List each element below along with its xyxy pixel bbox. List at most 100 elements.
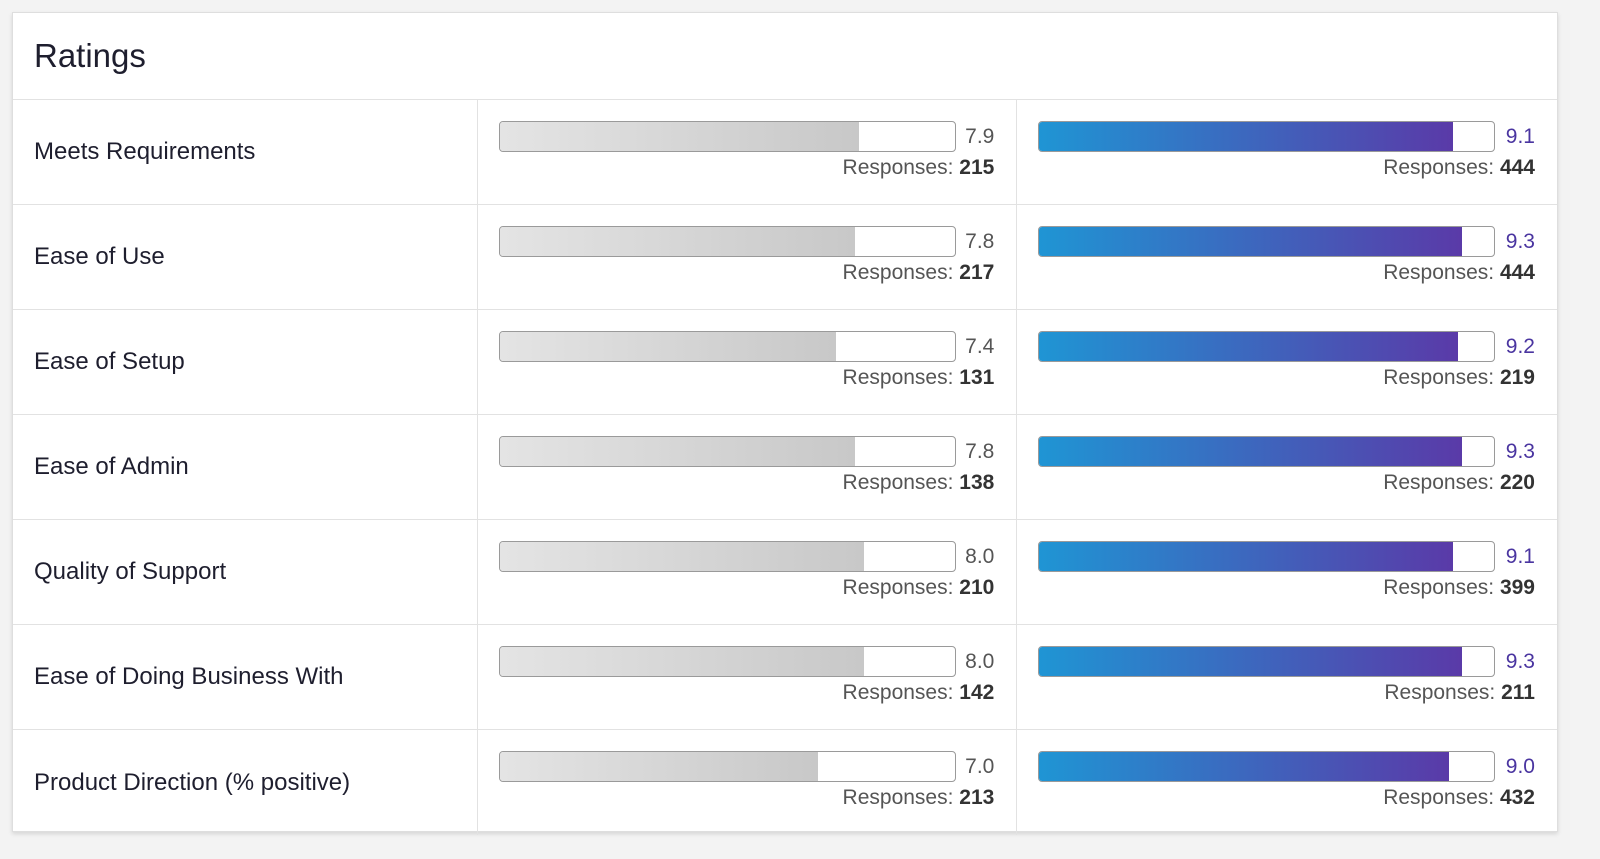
responses-count: Responses: 138 bbox=[843, 469, 995, 497]
ratings-table: Meets Requirements 7.9 Responses: 215 9.1 Re… bbox=[13, 100, 1557, 835]
rating-label: Product Direction (% positive) bbox=[13, 730, 478, 835]
responses-count: Responses: 211 bbox=[1384, 679, 1535, 707]
rating-row-product-direction-positive: Product Direction (% positive) 7.0 Respons… bbox=[13, 730, 1557, 835]
rating-bar-fill bbox=[499, 122, 860, 151]
rating-bar-grey bbox=[498, 751, 956, 782]
responses-number: 217 bbox=[959, 261, 995, 284]
rating-bar-grey bbox=[498, 646, 956, 677]
score-cell-product: 9.3 Responses: 211 bbox=[1017, 625, 1557, 729]
responses-label: Responses: bbox=[842, 681, 954, 704]
responses-count: Responses: 210 bbox=[843, 574, 995, 602]
responses-label: Responses: bbox=[842, 261, 954, 284]
rating-bar-fill bbox=[499, 752, 819, 781]
rating-bar-fill bbox=[1039, 227, 1463, 256]
responses-label: Responses: bbox=[1383, 261, 1495, 284]
rating-score: 7.4 bbox=[965, 335, 995, 358]
rating-row-meets-requirements: Meets Requirements 7.9 Responses: 215 9.1 Re… bbox=[13, 100, 1557, 205]
rating-label: Ease of Admin bbox=[13, 415, 478, 519]
rating-label: Meets Requirements bbox=[13, 100, 478, 204]
responses-label: Responses: bbox=[1384, 681, 1496, 704]
responses-label: Responses: bbox=[1383, 366, 1495, 389]
responses-label: Responses: bbox=[842, 366, 954, 389]
rating-score: 9.3 bbox=[1505, 440, 1535, 463]
rating-row-ease-of-doing-business-with: Ease of Doing Business With 8.0 Responses:… bbox=[13, 625, 1557, 730]
responses-number: 444 bbox=[1499, 156, 1535, 179]
responses-count: Responses: 215 bbox=[843, 154, 995, 182]
responses-label: Responses: bbox=[842, 471, 954, 494]
rating-label: Ease of Setup bbox=[13, 310, 478, 414]
responses-number: 219 bbox=[1499, 366, 1535, 389]
responses-number: 215 bbox=[959, 156, 995, 179]
rating-bar-blue bbox=[1038, 541, 1496, 572]
score-cell-product: 9.2 Responses: 219 bbox=[1017, 310, 1557, 414]
responses-label: Responses: bbox=[842, 156, 954, 179]
rating-row-ease-of-use: Ease of Use 7.8 Responses: 217 9.3 Responses… bbox=[13, 205, 1557, 310]
score-cell-competitor: 7.9 Responses: 215 bbox=[478, 100, 1018, 204]
rating-score: 8.0 bbox=[965, 545, 995, 568]
responses-number: 220 bbox=[1499, 471, 1535, 494]
rating-bar-blue bbox=[1038, 436, 1496, 467]
rating-row-ease-of-setup: Ease of Setup 7.4 Responses: 131 9.2 Respons… bbox=[13, 310, 1557, 415]
rating-bar-fill bbox=[499, 647, 864, 676]
card-header: Ratings bbox=[13, 13, 1557, 100]
responses-number: 138 bbox=[959, 471, 995, 494]
rating-score: 7.0 bbox=[965, 755, 995, 778]
rating-bar-fill bbox=[1039, 122, 1454, 151]
responses-number: 211 bbox=[1501, 681, 1535, 704]
score-cell-product: 9.1 Responses: 444 bbox=[1017, 100, 1557, 204]
rating-bar-grey bbox=[498, 436, 956, 467]
rating-score: 9.0 bbox=[1505, 755, 1535, 778]
responses-number: 444 bbox=[1499, 261, 1535, 284]
responses-label: Responses: bbox=[842, 576, 954, 599]
responses-count: Responses: 220 bbox=[1383, 469, 1535, 497]
card-title: Ratings bbox=[34, 37, 146, 74]
rating-bar-blue bbox=[1038, 646, 1496, 677]
responses-label: Responses: bbox=[1383, 576, 1495, 599]
responses-count: Responses: 399 bbox=[1383, 574, 1535, 602]
score-cell-competitor: 7.8 Responses: 217 bbox=[478, 205, 1018, 309]
responses-label: Responses: bbox=[842, 786, 954, 809]
responses-count: Responses: 131 bbox=[843, 364, 995, 392]
rating-row-ease-of-admin: Ease of Admin 7.8 Responses: 138 9.3 Respons… bbox=[13, 415, 1557, 520]
responses-number: 210 bbox=[959, 576, 995, 599]
responses-label: Responses: bbox=[1383, 786, 1495, 809]
responses-number: 399 bbox=[1499, 576, 1535, 599]
score-cell-product: 9.3 Responses: 220 bbox=[1017, 415, 1557, 519]
rating-score: 8.0 bbox=[965, 650, 995, 673]
responses-count: Responses: 432 bbox=[1383, 784, 1535, 812]
rating-score: 7.8 bbox=[965, 230, 995, 253]
rating-bar-fill bbox=[499, 437, 855, 466]
responses-label: Responses: bbox=[1383, 156, 1495, 179]
rating-score: 9.3 bbox=[1505, 650, 1535, 673]
responses-count: Responses: 444 bbox=[1383, 259, 1535, 287]
score-cell-product: 9.0 Responses: 432 bbox=[1017, 730, 1557, 835]
rating-label: Quality of Support bbox=[13, 520, 478, 624]
rating-bar-blue bbox=[1038, 226, 1496, 257]
score-cell-competitor: 8.0 Responses: 142 bbox=[478, 625, 1018, 729]
rating-bar-fill bbox=[499, 332, 837, 361]
rating-bar-fill bbox=[1039, 332, 1458, 361]
rating-bar-grey bbox=[498, 226, 956, 257]
rating-bar-fill bbox=[499, 227, 855, 256]
rating-bar-fill bbox=[1039, 647, 1463, 676]
rating-score: 9.3 bbox=[1505, 230, 1535, 253]
rating-row-quality-of-support: Quality of Support 8.0 Responses: 210 9.1 Re… bbox=[13, 520, 1557, 625]
responses-count: Responses: 219 bbox=[1383, 364, 1535, 392]
score-cell-competitor: 8.0 Responses: 210 bbox=[478, 520, 1018, 624]
score-cell-product: 9.1 Responses: 399 bbox=[1017, 520, 1557, 624]
responses-count: Responses: 142 bbox=[843, 679, 995, 707]
responses-label: Responses: bbox=[1383, 471, 1495, 494]
rating-bar-grey bbox=[498, 331, 956, 362]
rating-bar-blue bbox=[1038, 121, 1496, 152]
score-cell-competitor: 7.0 Responses: 213 bbox=[478, 730, 1018, 835]
responses-count: Responses: 217 bbox=[843, 259, 995, 287]
rating-bar-fill bbox=[1039, 437, 1463, 466]
score-cell-competitor: 7.8 Responses: 138 bbox=[478, 415, 1018, 519]
rating-score: 7.9 bbox=[965, 125, 995, 148]
responses-number: 131 bbox=[959, 366, 995, 389]
ratings-card: Ratings Meets Requirements 7.9 Responses: … bbox=[12, 12, 1558, 835]
rating-bar-blue bbox=[1038, 331, 1496, 362]
rating-score: 9.1 bbox=[1505, 545, 1535, 568]
rating-bar-blue bbox=[1038, 751, 1496, 782]
rating-score: 9.1 bbox=[1505, 125, 1535, 148]
